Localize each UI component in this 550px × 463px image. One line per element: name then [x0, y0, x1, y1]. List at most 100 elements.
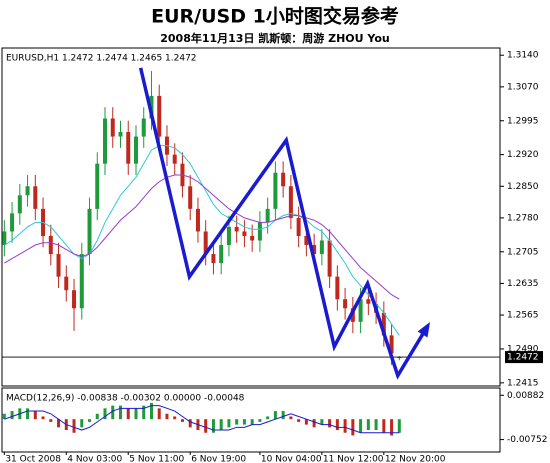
- macd-bar: [304, 419, 308, 425]
- candle-body: [188, 186, 193, 209]
- macd-signal: [4, 405, 400, 434]
- y-tick-label: 1.3070: [507, 82, 539, 92]
- macd-bar: [343, 419, 347, 433]
- candle-body: [381, 312, 386, 336]
- macd-bar: [165, 413, 169, 420]
- candle-body: [126, 132, 131, 164]
- macd-bar: [366, 419, 370, 431]
- macd-bar: [126, 408, 130, 420]
- candle-body: [110, 118, 115, 137]
- macd-label: MACD(12,26,9) -0.00838 -0.00302 0.00000 …: [6, 394, 245, 404]
- candle-body: [141, 118, 146, 137]
- candle-body: [2, 231, 7, 246]
- macd-bar: [281, 411, 285, 420]
- x-tick-label: 12 Nov 20:00: [385, 455, 446, 463]
- x-tick-label: 6 Nov 19:00: [191, 455, 246, 463]
- x-tick-label: 11 Nov 12:00: [323, 455, 384, 463]
- y-tick-label: 1.2635: [507, 279, 539, 289]
- candle-body: [257, 222, 262, 241]
- macd-bar: [180, 419, 184, 422]
- macd-bar: [2, 413, 6, 420]
- macd-bar: [266, 416, 270, 420]
- candle-body: [203, 231, 208, 255]
- y-tick-label: 1.2415: [507, 378, 539, 388]
- candle-body: [265, 208, 270, 223]
- macd-bar: [72, 419, 76, 433]
- candle-body: [397, 357, 402, 359]
- y-tick-label: 1.3140: [507, 51, 539, 61]
- macd-bar: [382, 419, 386, 433]
- candle-body: [33, 186, 38, 209]
- y-tick-label: 0.00882: [507, 391, 544, 401]
- candle-body: [304, 235, 309, 246]
- macd-bar: [41, 416, 45, 420]
- last-price-label: 1.2472: [507, 353, 539, 363]
- candle-body: [25, 186, 30, 196]
- macd-bar: [80, 419, 84, 428]
- y-tick-label: 1.2565: [507, 311, 539, 321]
- macd-bar: [289, 416, 293, 420]
- candle-body: [157, 95, 162, 137]
- candle-body: [358, 299, 363, 322]
- candle-body: [72, 290, 77, 309]
- chart-title: EUR/USD 1小时图交易参考: [151, 5, 399, 28]
- macd-bar: [351, 419, 355, 436]
- candle-body: [319, 240, 324, 255]
- macd-bar: [33, 411, 37, 420]
- macd-bar: [103, 408, 107, 420]
- macd-bar: [142, 405, 146, 420]
- y-tick-label: 1.2780: [507, 213, 539, 223]
- macd-bar: [95, 413, 99, 420]
- x-tick-label: 10 Nov 04:00: [261, 455, 322, 463]
- macd-bar: [227, 419, 231, 428]
- macd-bar: [111, 405, 115, 420]
- candle-body: [79, 254, 84, 309]
- macd-bar: [359, 419, 363, 433]
- macd-bar: [273, 411, 277, 420]
- candle-body: [343, 299, 348, 309]
- macd-bar: [397, 419, 401, 433]
- candle-body: [250, 235, 255, 241]
- macd-bar: [328, 419, 332, 428]
- annotation-line: [138, 67, 430, 380]
- candle-body: [312, 245, 317, 255]
- header: EURUSD,H1 1.2472 1.2474 1.2465 1.2472: [6, 54, 197, 64]
- y-tick-label: 1.2850: [507, 182, 539, 192]
- macd-bar: [242, 419, 246, 425]
- candle-body: [366, 299, 371, 304]
- macd-bar: [258, 419, 262, 422]
- candle-body: [172, 154, 177, 164]
- macd-bar: [57, 419, 61, 428]
- candle-body: [103, 118, 108, 164]
- candle-body: [273, 172, 278, 209]
- macd-bar: [320, 419, 324, 425]
- candle-body: [327, 240, 332, 277]
- candle-body: [211, 254, 216, 264]
- macd-bar: [10, 411, 14, 420]
- candle-body: [133, 136, 138, 164]
- candle-body: [10, 213, 15, 232]
- y-tick-label: 1.2705: [507, 247, 539, 257]
- macd-bar: [26, 408, 30, 420]
- macd-bar: [188, 419, 192, 428]
- candle-body: [17, 195, 22, 214]
- candle-body: [296, 217, 301, 236]
- candle-body: [234, 226, 239, 232]
- macd-bar: [204, 419, 208, 433]
- macd-bar: [374, 419, 378, 431]
- y-tick-label: 1.2490: [507, 344, 539, 354]
- macd-bar: [157, 408, 161, 420]
- candle-body: [195, 208, 200, 232]
- macd-panel: [1, 387, 501, 453]
- candle-body: [95, 163, 100, 209]
- macd-bar: [173, 416, 177, 420]
- x-tick-label: 31 Oct 2008: [5, 455, 61, 463]
- macd-bar: [235, 419, 239, 425]
- candle-body: [118, 132, 123, 137]
- x-tick-label: 4 Nov 03:00: [67, 455, 122, 463]
- macd-bar: [149, 402, 153, 420]
- y-tick-label: -0.00752: [507, 435, 547, 445]
- candle-body: [64, 276, 69, 291]
- macd-bar: [390, 419, 394, 436]
- candle-body: [335, 276, 340, 300]
